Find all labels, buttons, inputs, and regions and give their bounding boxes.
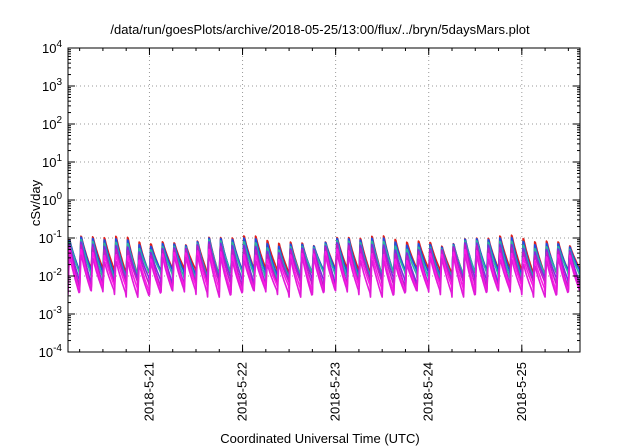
y-tick-label: 10-4 <box>39 343 63 360</box>
y-tick-label: 10-1 <box>39 229 63 246</box>
y-tick-label: 10-2 <box>39 267 63 284</box>
x-tick-label: 2018-5-24 <box>421 362 436 421</box>
x-tick-label: 2018-5-21 <box>141 362 156 421</box>
y-axis-label: cSv/day <box>28 179 43 227</box>
tick-labels: 10-4 10-3 10-2 10-1 100 101 102 103 104 2018-5-21… <box>39 39 529 421</box>
x-axis-label: Coordinated Universal Time (UTC) <box>220 431 420 446</box>
y-tick-label: 100 <box>42 191 62 208</box>
y-tick-label: 104 <box>42 39 62 56</box>
series-line <box>68 253 580 299</box>
y-tick-label: 101 <box>42 153 62 170</box>
x-tick-label: 2018-5-23 <box>328 362 343 421</box>
tick-marks <box>68 47 580 353</box>
y-tick-label: 10-3 <box>39 305 63 322</box>
y-tick-label: 102 <box>42 115 62 132</box>
x-tick-label: 2018-5-22 <box>235 362 250 421</box>
series-group <box>68 234 580 299</box>
y-tick-label: 103 <box>42 77 62 94</box>
grid <box>68 48 580 352</box>
x-tick-label: 2018-5-25 <box>514 362 529 421</box>
chart-title: /data/run/goesPlots/archive/2018-05-25/1… <box>110 22 530 37</box>
